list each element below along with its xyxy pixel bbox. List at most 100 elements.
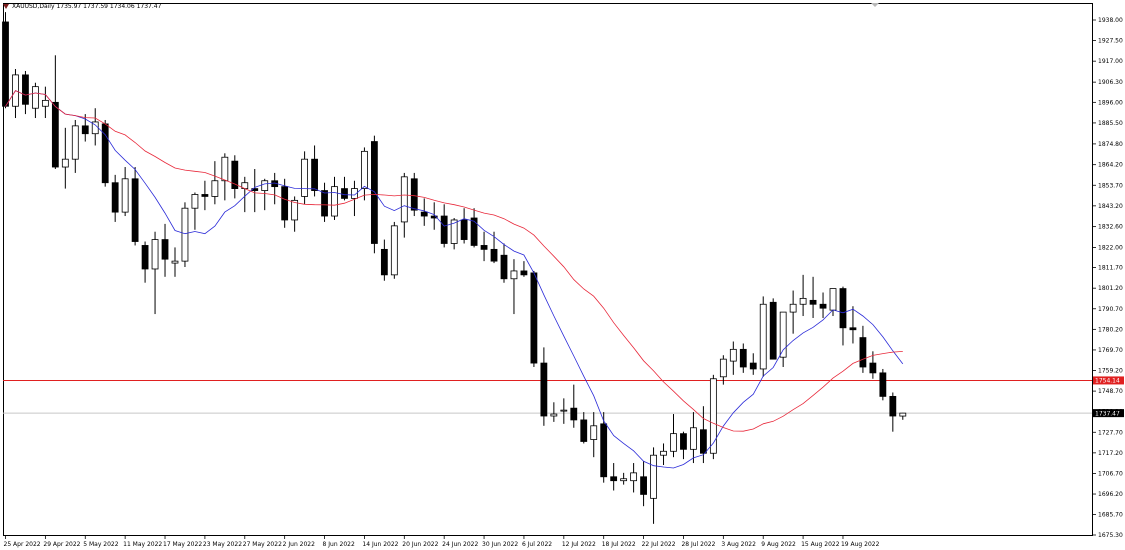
bull-candle-body [779, 311, 787, 358]
bear-candle-body [430, 215, 438, 219]
bear-candle-body [580, 419, 588, 442]
candle [51, 55, 59, 169]
candle [41, 86, 49, 119]
candle [131, 167, 139, 246]
candle [520, 261, 528, 277]
y-tick-label: 1843.20 [1098, 203, 1123, 210]
bear-candle-body [889, 395, 897, 417]
candle [769, 298, 777, 360]
bear-candle-body [819, 303, 827, 309]
y-tick-label: 1885.50 [1098, 120, 1123, 127]
bull-candle-body [301, 158, 309, 197]
bear-candle-body [131, 178, 139, 242]
bull-candle-body [560, 409, 568, 412]
candle [341, 176, 348, 201]
candle [331, 176, 338, 220]
bear-candle-body [680, 433, 687, 450]
bull-candle-body [261, 180, 269, 191]
bull-candle-body [630, 472, 638, 482]
candle [420, 198, 428, 226]
y-tick-label: 1906.30 [1098, 79, 1123, 86]
y-tick-label: 1759.20 [1098, 368, 1123, 375]
candle [32, 82, 39, 119]
x-tick-label: 6 Jul 2022 [522, 541, 552, 548]
candle [670, 414, 677, 458]
x-tick-label: 27 May 2022 [243, 541, 282, 548]
candle [71, 119, 79, 173]
candle [410, 172, 418, 217]
bear-candle-body [380, 248, 388, 276]
bull-candle-body [789, 303, 797, 313]
candle [311, 145, 318, 197]
candle [729, 341, 737, 375]
bear-candle-body [111, 182, 119, 213]
bear-candle-body [370, 141, 378, 244]
bear-candle-body [540, 362, 548, 417]
bear-candle-body [520, 270, 528, 276]
x-tick-label: 28 Jul 2022 [681, 541, 715, 548]
x-tick-label: 19 Aug 2022 [841, 541, 880, 548]
chart-shift-icon[interactable] [871, 3, 879, 7]
bull-candle-body [550, 413, 558, 417]
candle [191, 192, 199, 230]
slow-moving-average-line [5, 90, 903, 432]
candle [630, 463, 638, 493]
bull-candle-body [361, 150, 368, 189]
bear-candle-body [530, 272, 538, 364]
candle [470, 208, 478, 248]
y-tick-label: 1811.70 [1098, 265, 1123, 272]
candle [181, 202, 189, 268]
candle [380, 239, 388, 281]
candle [889, 392, 897, 432]
candle [400, 172, 408, 238]
candle [500, 243, 508, 283]
bull-candle-body [690, 427, 697, 450]
y-tick-label: 1801.20 [1098, 285, 1123, 292]
candle [660, 443, 667, 466]
x-tick-label: 12 Jul 2022 [562, 541, 596, 548]
bull-candle-body [61, 158, 69, 168]
x-tick-label: 11 May 2022 [123, 541, 162, 548]
bull-candle-body [670, 433, 677, 452]
bear-candle-body [849, 327, 857, 331]
bull-candle-body [171, 260, 179, 264]
candle [700, 406, 707, 464]
bear-candle-body [161, 239, 169, 260]
symbol-label: XAUUSD,Daily [12, 3, 55, 10]
bull-candle-body [41, 99, 49, 107]
x-tick-label: 25 Apr 2022 [4, 541, 41, 548]
candle [869, 351, 877, 379]
y-tick-label: 1927.50 [1098, 38, 1123, 45]
candle [171, 247, 179, 277]
candle [709, 374, 717, 460]
candle [321, 182, 328, 222]
x-tick-label: 23 May 2022 [203, 541, 242, 548]
candle [61, 127, 69, 189]
x-tick-label: 2 Jun 2022 [283, 541, 315, 548]
candle [560, 398, 568, 424]
candle [211, 161, 219, 205]
symbol-menu-icon[interactable] [3, 4, 9, 9]
x-tick-label: 3 Aug 2022 [721, 541, 756, 548]
candle [749, 353, 757, 375]
x-tick-label: 14 Jun 2022 [362, 541, 398, 548]
bear-candle-body [141, 245, 149, 270]
bear-candle-body [440, 215, 448, 244]
candle [221, 153, 229, 201]
candle [620, 472, 628, 485]
candle [510, 259, 518, 315]
candle [799, 274, 807, 317]
bear-candle-body [420, 211, 428, 217]
bear-candle-body [879, 372, 887, 397]
candle [121, 167, 129, 217]
bear-candle-body [570, 407, 578, 421]
last-price-tag [1093, 409, 1124, 418]
bear-candle-body [859, 337, 867, 368]
candle [590, 412, 598, 458]
x-tick-label: 18 Jul 2022 [602, 541, 636, 548]
candle [779, 311, 787, 367]
candle [111, 174, 119, 222]
candle [151, 231, 159, 315]
